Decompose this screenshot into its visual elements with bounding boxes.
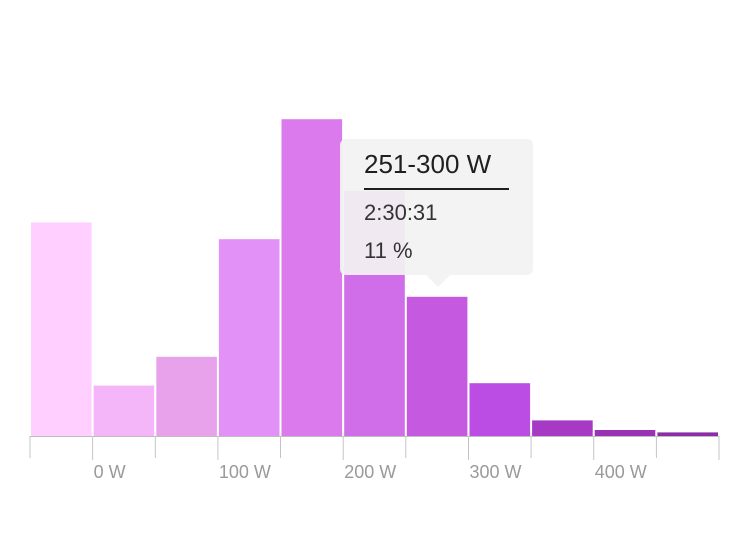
tooltip-percent: 11 % [364, 238, 413, 263]
tooltip-title: 251-300 W [364, 149, 509, 190]
bar-tooltip: 251-300 W 2:30:31 11 % [340, 139, 533, 287]
bar-251-300-w[interactable] [406, 296, 468, 436]
x-tick-label: 300 W [470, 462, 522, 482]
x-tick-label: 400 W [595, 462, 647, 482]
bar-451-500-w[interactable] [657, 432, 718, 436]
x-tick-label: 100 W [219, 462, 271, 482]
bar-401-450-w[interactable] [594, 430, 656, 436]
x-tick-label: 200 W [344, 462, 396, 482]
bar-151-200-w[interactable] [281, 119, 343, 436]
bar-51-100-w[interactable] [156, 356, 217, 436]
tooltip-duration: 2:30:31 [364, 200, 438, 225]
bar-0-50-w[interactable] [93, 385, 155, 436]
bar-301-350-w[interactable] [469, 383, 531, 436]
bar-101-150-w[interactable] [218, 239, 280, 436]
x-tick-label: 0 W [94, 462, 126, 482]
bar-351-400-w[interactable] [532, 420, 593, 436]
bar--0-w[interactable] [31, 222, 92, 436]
